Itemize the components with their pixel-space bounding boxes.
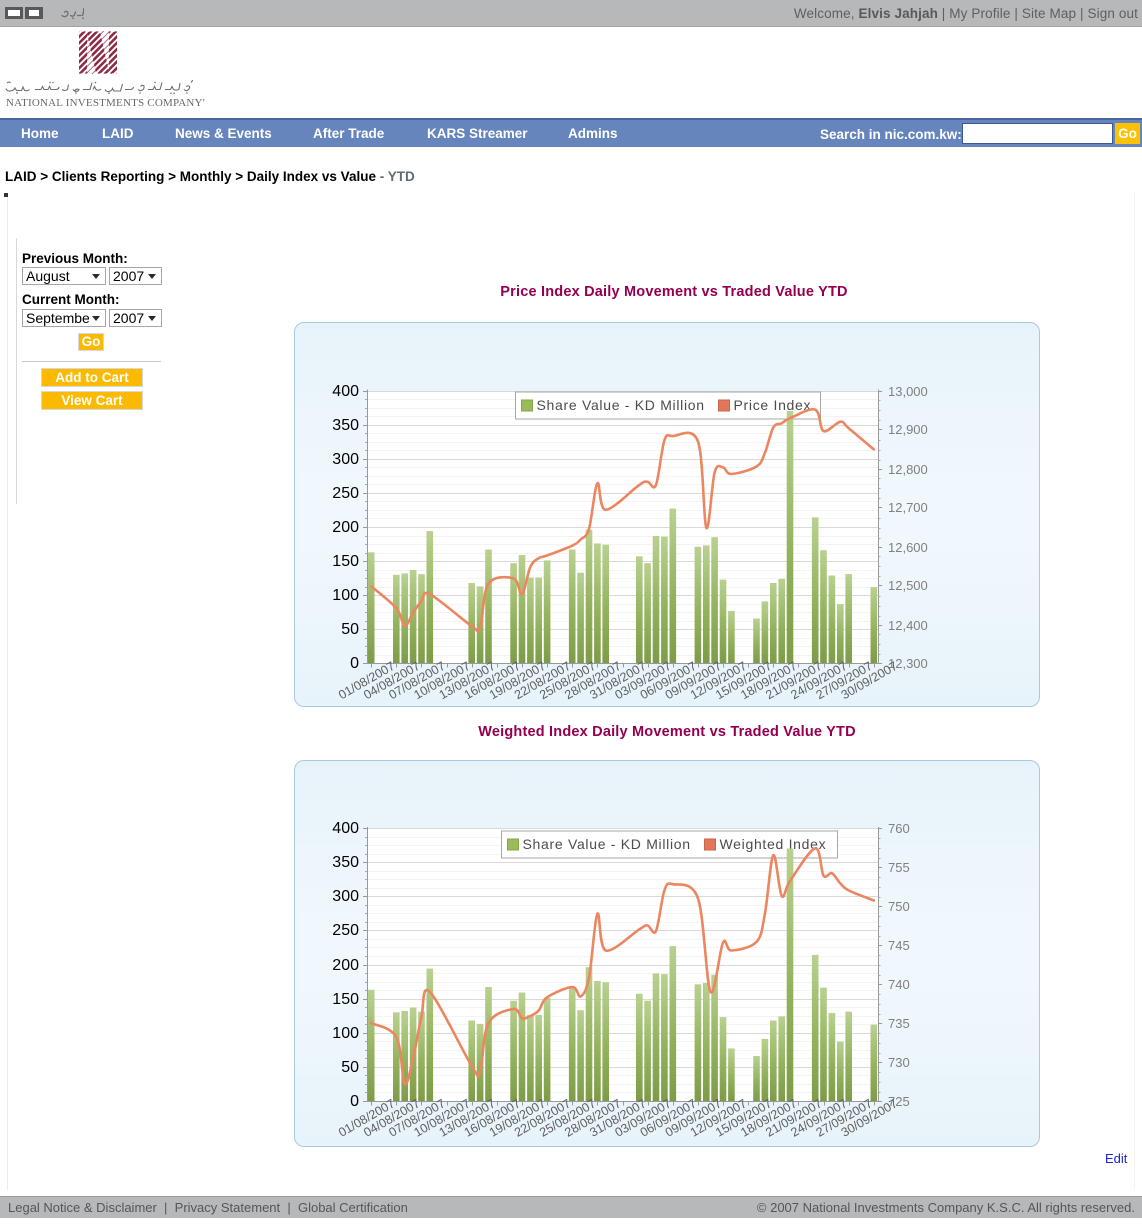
svg-text:730: 730 bbox=[888, 1055, 910, 1070]
svg-text:300: 300 bbox=[332, 888, 359, 905]
svg-text:400: 400 bbox=[332, 820, 359, 837]
svg-text:Share Value - KD Million: Share Value - KD Million bbox=[523, 836, 691, 852]
svg-text:Share Value - KD Million: Share Value - KD Million bbox=[537, 397, 705, 413]
svg-text:735: 735 bbox=[888, 1016, 910, 1031]
svg-text:150: 150 bbox=[332, 553, 359, 570]
svg-text:745: 745 bbox=[888, 938, 910, 953]
svg-text:50: 50 bbox=[341, 1059, 359, 1076]
svg-text:200: 200 bbox=[332, 519, 359, 536]
svg-text:250: 250 bbox=[332, 485, 359, 502]
svg-text:12,300: 12,300 bbox=[888, 656, 928, 671]
svg-text:350: 350 bbox=[332, 417, 359, 434]
svg-text:725: 725 bbox=[888, 1094, 910, 1109]
svg-text:12,400: 12,400 bbox=[888, 618, 928, 633]
svg-text:Price Index: Price Index bbox=[734, 397, 812, 413]
svg-text:200: 200 bbox=[332, 957, 359, 974]
svg-text:Weighted Index: Weighted Index bbox=[720, 836, 827, 852]
svg-text:760: 760 bbox=[888, 821, 910, 836]
svg-text:150: 150 bbox=[332, 991, 359, 1008]
svg-text:12,500: 12,500 bbox=[888, 578, 928, 593]
svg-text:12,700: 12,700 bbox=[888, 500, 928, 515]
svg-text:100: 100 bbox=[332, 587, 359, 604]
svg-text:740: 740 bbox=[888, 977, 910, 992]
svg-text:0: 0 bbox=[350, 1093, 359, 1110]
svg-text:0: 0 bbox=[350, 655, 359, 672]
svg-text:400: 400 bbox=[332, 383, 359, 400]
svg-text:100: 100 bbox=[332, 1025, 359, 1042]
svg-text:250: 250 bbox=[332, 922, 359, 939]
svg-text:12,600: 12,600 bbox=[888, 540, 928, 555]
svg-text:300: 300 bbox=[332, 451, 359, 468]
svg-text:12,900: 12,900 bbox=[888, 422, 928, 437]
svg-text:755: 755 bbox=[888, 860, 910, 875]
svg-text:13,000: 13,000 bbox=[888, 384, 928, 399]
svg-text:350: 350 bbox=[332, 854, 359, 871]
svg-text:50: 50 bbox=[341, 621, 359, 638]
svg-text:750: 750 bbox=[888, 899, 910, 914]
svg-text:12,800: 12,800 bbox=[888, 462, 928, 477]
